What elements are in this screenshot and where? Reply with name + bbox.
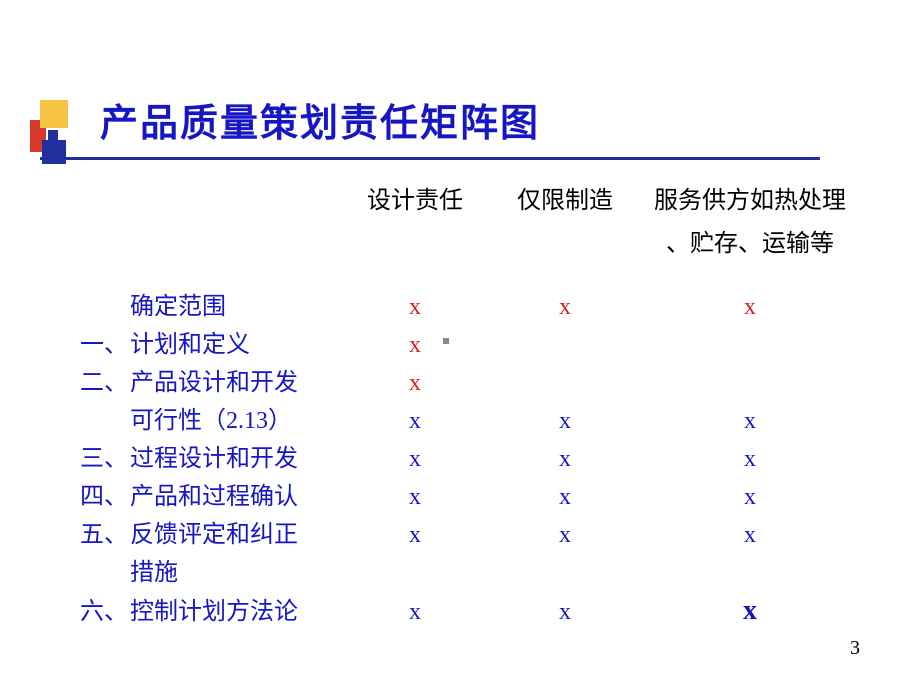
deco-blue-large-square (42, 140, 66, 164)
cell-col3: x (640, 402, 860, 440)
row-label: 可行性（2.13） (80, 402, 340, 440)
table-row: 二、产品设计和开发x (80, 364, 880, 402)
row-number: 六、 (80, 593, 130, 631)
table-row: 六、控制计划方法论xxx (80, 592, 880, 631)
header-spacer (80, 180, 340, 215)
table-row: 可行性（2.13）xxx (80, 402, 880, 440)
matrix-table: 设计责任 仅限制造 服务供方如热处理 、贮存、运输等 确定范围xxx一、计划和定… (80, 180, 880, 631)
row-label-text: 反馈评定和纠正 (130, 522, 298, 548)
table-row: 确定范围xxx (80, 288, 880, 326)
row-label: 三、过程设计和开发 (80, 440, 340, 478)
row-label-text: 产品和过程确认 (130, 484, 298, 510)
header-col2-blank (490, 223, 640, 258)
row-label: 措施 (80, 554, 340, 592)
table-row: 措施 (80, 554, 880, 592)
table-row: 四、产品和过程确认xxx (80, 478, 880, 516)
cell-col1: x (340, 326, 490, 364)
deco-blue-small-square (48, 130, 58, 140)
row-number: 三、 (80, 440, 130, 478)
cell-col1: x (340, 364, 490, 402)
row-label-text: 计划和定义 (130, 332, 250, 358)
cell-col3: x (640, 592, 860, 630)
slide-decoration (30, 100, 90, 160)
header-row-2: 、贮存、运输等 (80, 223, 880, 258)
row-label: 一、计划和定义 (80, 326, 340, 364)
stray-dot (443, 338, 449, 344)
row-label: 六、控制计划方法论 (80, 593, 340, 631)
table-row: 三、过程设计和开发xxx (80, 440, 880, 478)
row-label: 五、反馈评定和纠正 (80, 516, 340, 554)
cell-col3: x (640, 288, 860, 326)
cell-col3: x (640, 478, 860, 516)
table-row: 五、反馈评定和纠正xxx (80, 516, 880, 554)
cell-col1: x (340, 478, 490, 516)
header-col3-line1: 服务供方如热处理 (640, 180, 860, 215)
row-number: 二、 (80, 364, 130, 402)
header-spacer-2 (80, 223, 340, 258)
cell-col2: x (490, 478, 640, 516)
cell-col2: x (490, 288, 640, 326)
table-body: 确定范围xxx一、计划和定义x二、产品设计和开发x可行性（2.13）xxx三、过… (80, 288, 880, 631)
cell-col1: x (340, 593, 490, 631)
deco-yellow-square (40, 100, 68, 128)
header-col1-blank (340, 223, 490, 258)
row-label: 四、产品和过程确认 (80, 478, 340, 516)
header-col1: 设计责任 (340, 180, 490, 215)
cell-col2: x (490, 516, 640, 554)
row-label-text: 控制计划方法论 (130, 599, 298, 625)
slide-title: 产品质量策划责任矩阵图 (100, 92, 880, 147)
row-label-text: 产品设计和开发 (130, 370, 298, 396)
row-number: 一、 (80, 326, 130, 364)
page-number: 3 (850, 637, 860, 660)
cell-col1: x (340, 440, 490, 478)
cell-col1: x (340, 288, 490, 326)
header-row-1: 设计责任 仅限制造 服务供方如热处理 (80, 180, 880, 215)
table-row: 一、计划和定义x (80, 326, 880, 364)
cell-col3: x (640, 440, 860, 478)
cell-col1: x (340, 402, 490, 440)
cell-col2: x (490, 402, 640, 440)
header-col3-line2: 、贮存、运输等 (640, 223, 860, 258)
row-label-text: 过程设计和开发 (130, 446, 298, 472)
row-label: 二、产品设计和开发 (80, 364, 340, 402)
cell-col2: x (490, 440, 640, 478)
cell-col3: x (640, 516, 860, 554)
row-number: 五、 (80, 516, 130, 554)
cell-col1: x (340, 516, 490, 554)
row-label: 确定范围 (80, 288, 340, 326)
cell-col2: x (490, 593, 640, 631)
title-underline (40, 157, 820, 160)
row-number: 四、 (80, 478, 130, 516)
header-col2: 仅限制造 (490, 180, 640, 215)
title-wrap: 产品质量策划责任矩阵图 (100, 92, 880, 160)
